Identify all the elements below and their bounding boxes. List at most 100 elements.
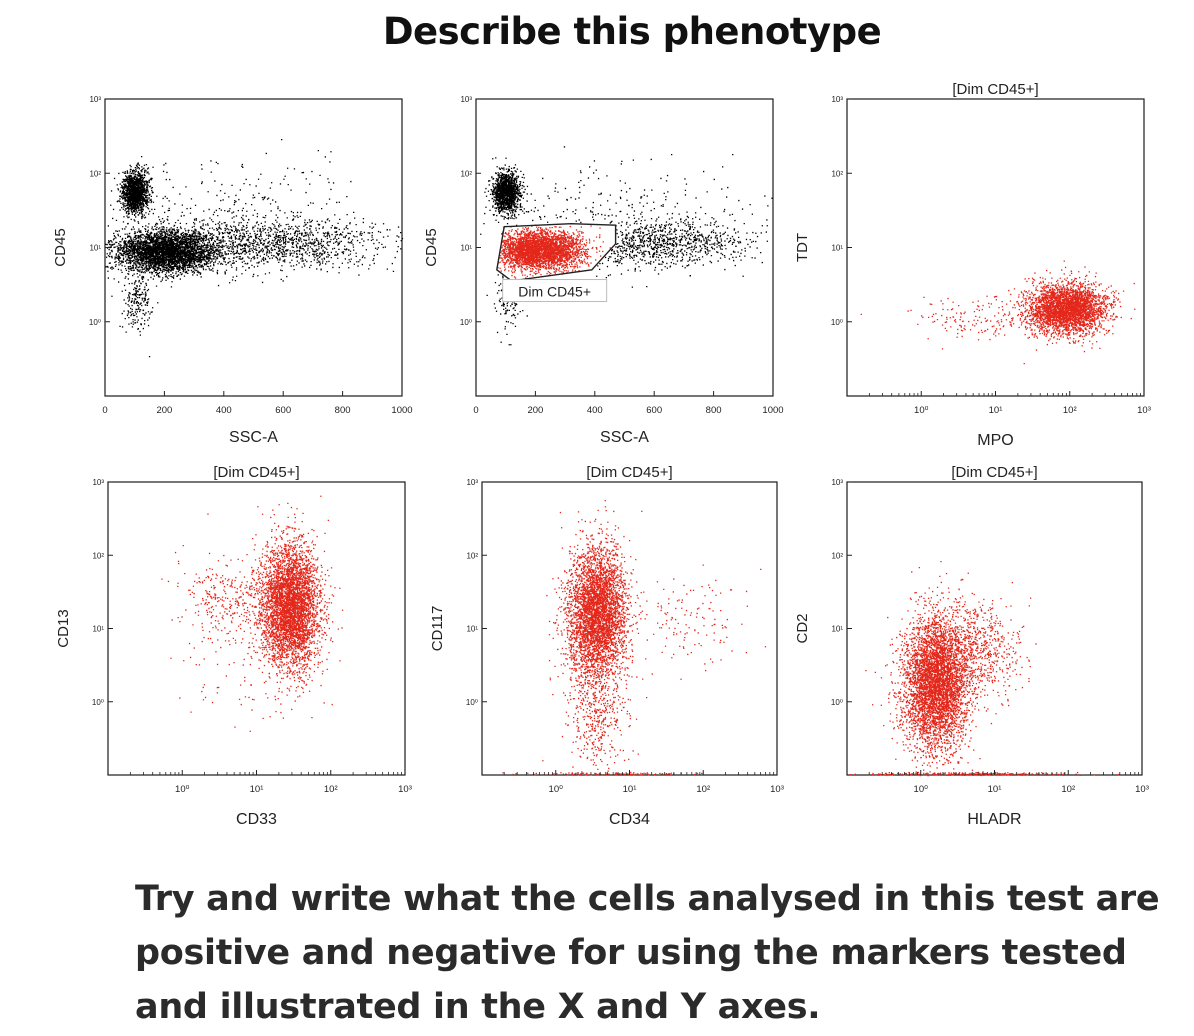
panel-cd45-vs-ssc-gated: Dim CD45+ 0 200 400 600 800 1000 10⁰ 10¹ 10² 10³ SS… (423, 95, 784, 446)
y-tick-label: 10² (831, 169, 843, 178)
x-tick-label: 800 (706, 405, 722, 416)
y-tick-label: 10¹ (89, 244, 101, 253)
panel-title: [Dim CD45+] (586, 464, 672, 481)
page-title: Describe this phenotype (382, 10, 882, 53)
x-tick-label: 10³ (770, 784, 784, 795)
x-tick-label: 200 (156, 405, 172, 416)
population-cd45-dim-band (105, 214, 254, 288)
y-tick-label: 10¹ (831, 244, 843, 253)
y-tick-label: 10¹ (460, 244, 472, 253)
x-tick-label: 10¹ (988, 784, 1002, 795)
caption-line-2: positive and negative for using the mark… (135, 933, 1127, 973)
y-tick-label: 10² (92, 551, 104, 560)
population-cd45-bright-cluster (110, 156, 158, 228)
y-tick-label: 10⁰ (92, 698, 104, 707)
y-tick-label: 10¹ (92, 625, 104, 634)
gate-label-box (502, 279, 608, 303)
population-cd45-dim-tail (127, 198, 404, 287)
x-tick-label: 10⁰ (914, 405, 929, 416)
x-tick-label: 10¹ (989, 405, 1003, 416)
y-tick-label: 10² (466, 551, 478, 560)
y-tick-label: 10³ (466, 478, 478, 487)
population-cd45-low-events (486, 274, 528, 346)
y-tick-label: 10³ (831, 95, 843, 104)
gate-label: Dim CD45+ (518, 284, 591, 300)
data-points (860, 260, 1136, 365)
y-tick-label: 10² (460, 169, 472, 178)
y-axis-label: CD45 (423, 228, 440, 266)
x-tick-label: 0 (102, 405, 107, 416)
population-cd34-scattered-events (630, 564, 767, 680)
x-tick-label: 0 (473, 405, 478, 416)
panel-title: [Dim CD45+] (951, 464, 1037, 481)
y-tick-label: 10³ (89, 95, 101, 104)
x-tick-label: 200 (527, 405, 543, 416)
y-tick-label: 10² (831, 551, 843, 560)
panel-cd117-vs-cd34: 10⁰ 10¹ 10² 10³ 10⁰ 10¹ 10² 10³ CD34 CD117 [Dim CD… (429, 464, 784, 828)
panel-title: [Dim CD45+] (213, 464, 299, 481)
x-tick-label: 10¹ (623, 784, 637, 795)
y-tick-label: 10⁰ (466, 698, 478, 707)
data-points (502, 500, 767, 776)
flow-cytometry-figure: 0 200 400 600 800 1000 10⁰ 10¹ 10² 10³ SSC-A CD45 D… (52, 81, 1151, 828)
y-tick-label: 10² (89, 169, 101, 178)
caption-line-1: Try and write what the cells analysed in… (135, 879, 1160, 919)
y-tick-label: 10³ (460, 95, 472, 104)
y-tick-label: 10¹ (466, 625, 478, 634)
x-tick-label: 10² (324, 784, 338, 795)
y-axis-label: TDT (794, 233, 811, 262)
population-cd45-bright-cluster (484, 157, 529, 225)
x-tick-label: 1000 (391, 405, 412, 416)
x-tick-label: 400 (216, 405, 232, 416)
panel-title: [Dim CD45+] (952, 81, 1038, 98)
x-axis-label: SSC-A (229, 429, 278, 446)
x-tick-label: 10⁰ (914, 784, 929, 795)
panel-tdt-vs-mpo: 10⁰ 10¹ 10² 10³ 10⁰ 10¹ 10² 10³ MPO TDT [Dim CD45+… (794, 81, 1151, 449)
plot-frame (846, 98, 1145, 397)
y-tick-label: 10⁰ (831, 318, 843, 327)
y-axis-label: CD117 (429, 606, 446, 652)
x-axis-label: MPO (977, 432, 1013, 449)
x-tick-label: 10² (1061, 784, 1075, 795)
x-tick-label: 800 (335, 405, 351, 416)
y-axis-label: CD13 (55, 609, 72, 647)
plot-frame (481, 481, 778, 776)
x-tick-label: 10² (1063, 405, 1077, 416)
population-mpo-tdt-cluster (990, 260, 1136, 353)
population-cd45-dim-tail (559, 204, 768, 288)
x-tick-label: 10² (696, 784, 710, 795)
data-points (161, 495, 344, 732)
y-axis-label: CD45 (52, 228, 69, 266)
y-tick-label: 10⁰ (831, 698, 843, 707)
x-axis-label: CD34 (609, 811, 650, 828)
y-tick-label: 10⁰ (460, 318, 472, 327)
y-tick-label: 10¹ (831, 625, 843, 634)
y-tick-label: 10⁰ (89, 318, 101, 327)
population-dim-cd45-gated (497, 225, 611, 279)
y-axis-label: CD2 (794, 613, 811, 643)
x-tick-label: 400 (587, 405, 603, 416)
x-tick-label: 10³ (1137, 405, 1151, 416)
panel-cd45-vs-ssc: 0 200 400 600 800 1000 10⁰ 10¹ 10² 10³ SSC-A CD45 (52, 95, 413, 446)
data-points (105, 139, 404, 358)
population-axis-on-events (502, 771, 703, 776)
x-tick-label: 1000 (762, 405, 783, 416)
x-axis-label: CD33 (236, 811, 277, 828)
x-axis-label: HLADR (967, 811, 1021, 828)
y-tick-label: 10³ (831, 478, 843, 487)
x-tick-label: 10⁰ (549, 784, 564, 795)
x-tick-label: 10³ (1135, 784, 1149, 795)
question-caption: Try and write what the cells analysed in… (135, 872, 1160, 1034)
x-tick-label: 10⁰ (175, 784, 190, 795)
panel-cd13-vs-cd33: 10⁰ 10¹ 10² 10³ 10⁰ 10¹ 10² 10³ CD33 CD13 [Dim CD4… (55, 464, 412, 828)
plot-frame (107, 481, 406, 776)
x-tick-label: 600 (646, 405, 662, 416)
data-points (480, 146, 773, 346)
panel-cd2-vs-hladr: 10⁰ 10¹ 10² 10³ 10⁰ 10¹ 10² 10³ HLADR CD2 [Dim CD4… (794, 464, 1149, 828)
y-tick-label: 10³ (92, 478, 104, 487)
population-cd117-cd34-cluster (546, 500, 648, 745)
x-tick-label: 600 (275, 405, 291, 416)
x-tick-label: 10³ (398, 784, 412, 795)
population-cd13-cd33-cluster (242, 495, 344, 719)
plot-frame (846, 481, 1143, 776)
